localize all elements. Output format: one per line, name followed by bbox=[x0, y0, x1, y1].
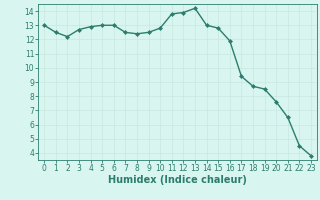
X-axis label: Humidex (Indice chaleur): Humidex (Indice chaleur) bbox=[108, 175, 247, 185]
